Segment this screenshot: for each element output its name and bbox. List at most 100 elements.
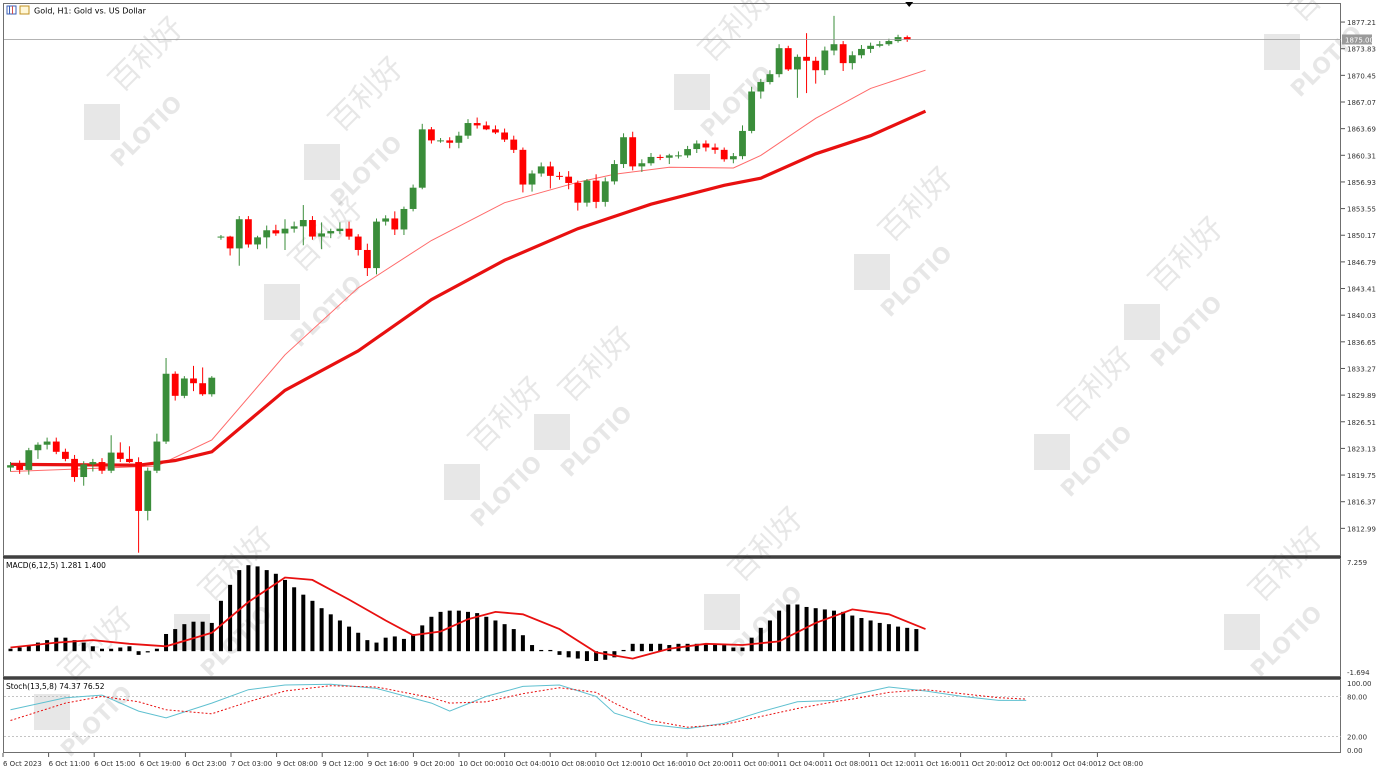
price-tick-label: 1836.65 — [1347, 339, 1376, 347]
candle — [501, 128, 508, 142]
macd-histogram-bar — [511, 629, 516, 652]
macd-histogram-bar — [630, 643, 635, 652]
candle-body — [546, 166, 554, 176]
candle-body — [428, 129, 435, 141]
macd-histogram-bar — [841, 611, 846, 652]
candle — [766, 70, 774, 85]
candle — [34, 442, 42, 459]
candle — [528, 170, 536, 192]
candle-body — [71, 458, 78, 478]
macd-histogram-bar — [283, 579, 287, 652]
candle-body — [144, 470, 152, 511]
macd-histogram-bar — [594, 651, 599, 662]
candle — [107, 435, 115, 474]
stoch-label: Stoch(13,5,8) 74.37 76.52 — [6, 682, 105, 691]
time-tick-label: 10 Oct 16:00 — [641, 760, 687, 768]
candle-body — [263, 230, 271, 238]
candle-body — [858, 48, 865, 56]
candle — [89, 458, 97, 472]
main-price-pane[interactable] — [3, 3, 1341, 556]
candle-body — [848, 55, 856, 64]
price-tick-label: 1812.99 — [1347, 525, 1376, 533]
macd-histogram-bar — [520, 635, 525, 652]
candle — [272, 224, 280, 236]
macd-histogram-bar — [557, 651, 562, 655]
candle — [720, 147, 728, 162]
candle-body — [34, 444, 42, 451]
macd-histogram-bar — [639, 643, 644, 652]
macd-histogram-bar — [786, 604, 791, 652]
macd-histogram-bar — [603, 651, 608, 660]
candle — [537, 162, 545, 177]
macd-histogram-bar — [658, 643, 663, 652]
macd-histogram-bar — [694, 643, 699, 652]
macd-histogram-bar — [347, 626, 352, 652]
price-tick-label: 1823.13 — [1347, 445, 1376, 453]
candle — [675, 151, 682, 159]
candle — [903, 35, 911, 42]
candle-body — [290, 226, 298, 229]
candle-body — [574, 182, 582, 203]
macd-pane[interactable] — [3, 558, 1341, 677]
watermark-logo-shape — [304, 144, 340, 180]
candle — [775, 44, 783, 78]
stoch-tick-label: 0.00 — [1347, 747, 1363, 755]
candle-body — [400, 208, 408, 230]
macd-histogram-bar — [868, 620, 873, 652]
macd-histogram-bar — [191, 621, 196, 652]
macd-histogram-bar — [767, 620, 772, 652]
candle — [7, 462, 14, 472]
candle — [153, 433, 161, 474]
candle — [803, 33, 810, 94]
candle — [702, 140, 710, 152]
price-tick-label: 1816.37 — [1347, 499, 1376, 507]
candle-body — [418, 129, 426, 188]
stoch-tick-label: 20.00 — [1347, 734, 1367, 742]
candle — [812, 56, 820, 84]
candle — [71, 454, 78, 482]
candle — [592, 174, 600, 209]
stoch-pane[interactable] — [3, 679, 1341, 753]
watermark-logo-shape — [704, 594, 740, 630]
symbol-label: Gold, H1: Gold vs. US Dollar — [34, 7, 147, 16]
candle — [830, 15, 838, 56]
candle-body — [620, 137, 627, 165]
macd-signal-line — [10, 576, 926, 660]
macd-histogram-bar — [612, 651, 617, 658]
candle-body — [272, 230, 280, 234]
candle-body — [281, 228, 289, 234]
watermark-logo-shape — [444, 464, 480, 500]
candle — [98, 458, 106, 474]
candle-body — [839, 44, 847, 64]
candle-body — [363, 249, 371, 269]
candle-body — [190, 378, 197, 384]
macd-histogram-bar — [328, 614, 333, 652]
candle — [80, 461, 88, 486]
time-tick-label: 6 Oct 11:00 — [49, 760, 90, 768]
candle — [208, 376, 216, 397]
price-tick-label: 1840.03 — [1347, 312, 1376, 320]
time-tick-label: 11 Oct 20:00 — [961, 760, 1007, 768]
candle-body — [135, 462, 142, 511]
time-tick-label: 7 Oct 03:00 — [231, 760, 272, 768]
time-tick-label: 12 Oct 00:00 — [1006, 760, 1052, 768]
candle — [162, 357, 170, 444]
candle — [217, 234, 225, 240]
current-price-tag — [1342, 34, 1372, 45]
macd-histogram-bar — [493, 620, 498, 652]
stoch-tick-label: 80.00 — [1347, 693, 1367, 701]
macd-histogram-bar — [81, 642, 86, 652]
macd-histogram-bar — [456, 610, 461, 652]
macd-histogram-bar — [337, 620, 342, 652]
macd-label: MACD(6,12,5) 1.281 1.400 — [6, 561, 106, 570]
candle — [309, 216, 316, 240]
stoch-signal-line — [10, 685, 1027, 728]
candle-body — [830, 44, 838, 51]
watermark-cn-text: 百利好 — [692, 0, 780, 69]
candle-body — [903, 37, 911, 40]
